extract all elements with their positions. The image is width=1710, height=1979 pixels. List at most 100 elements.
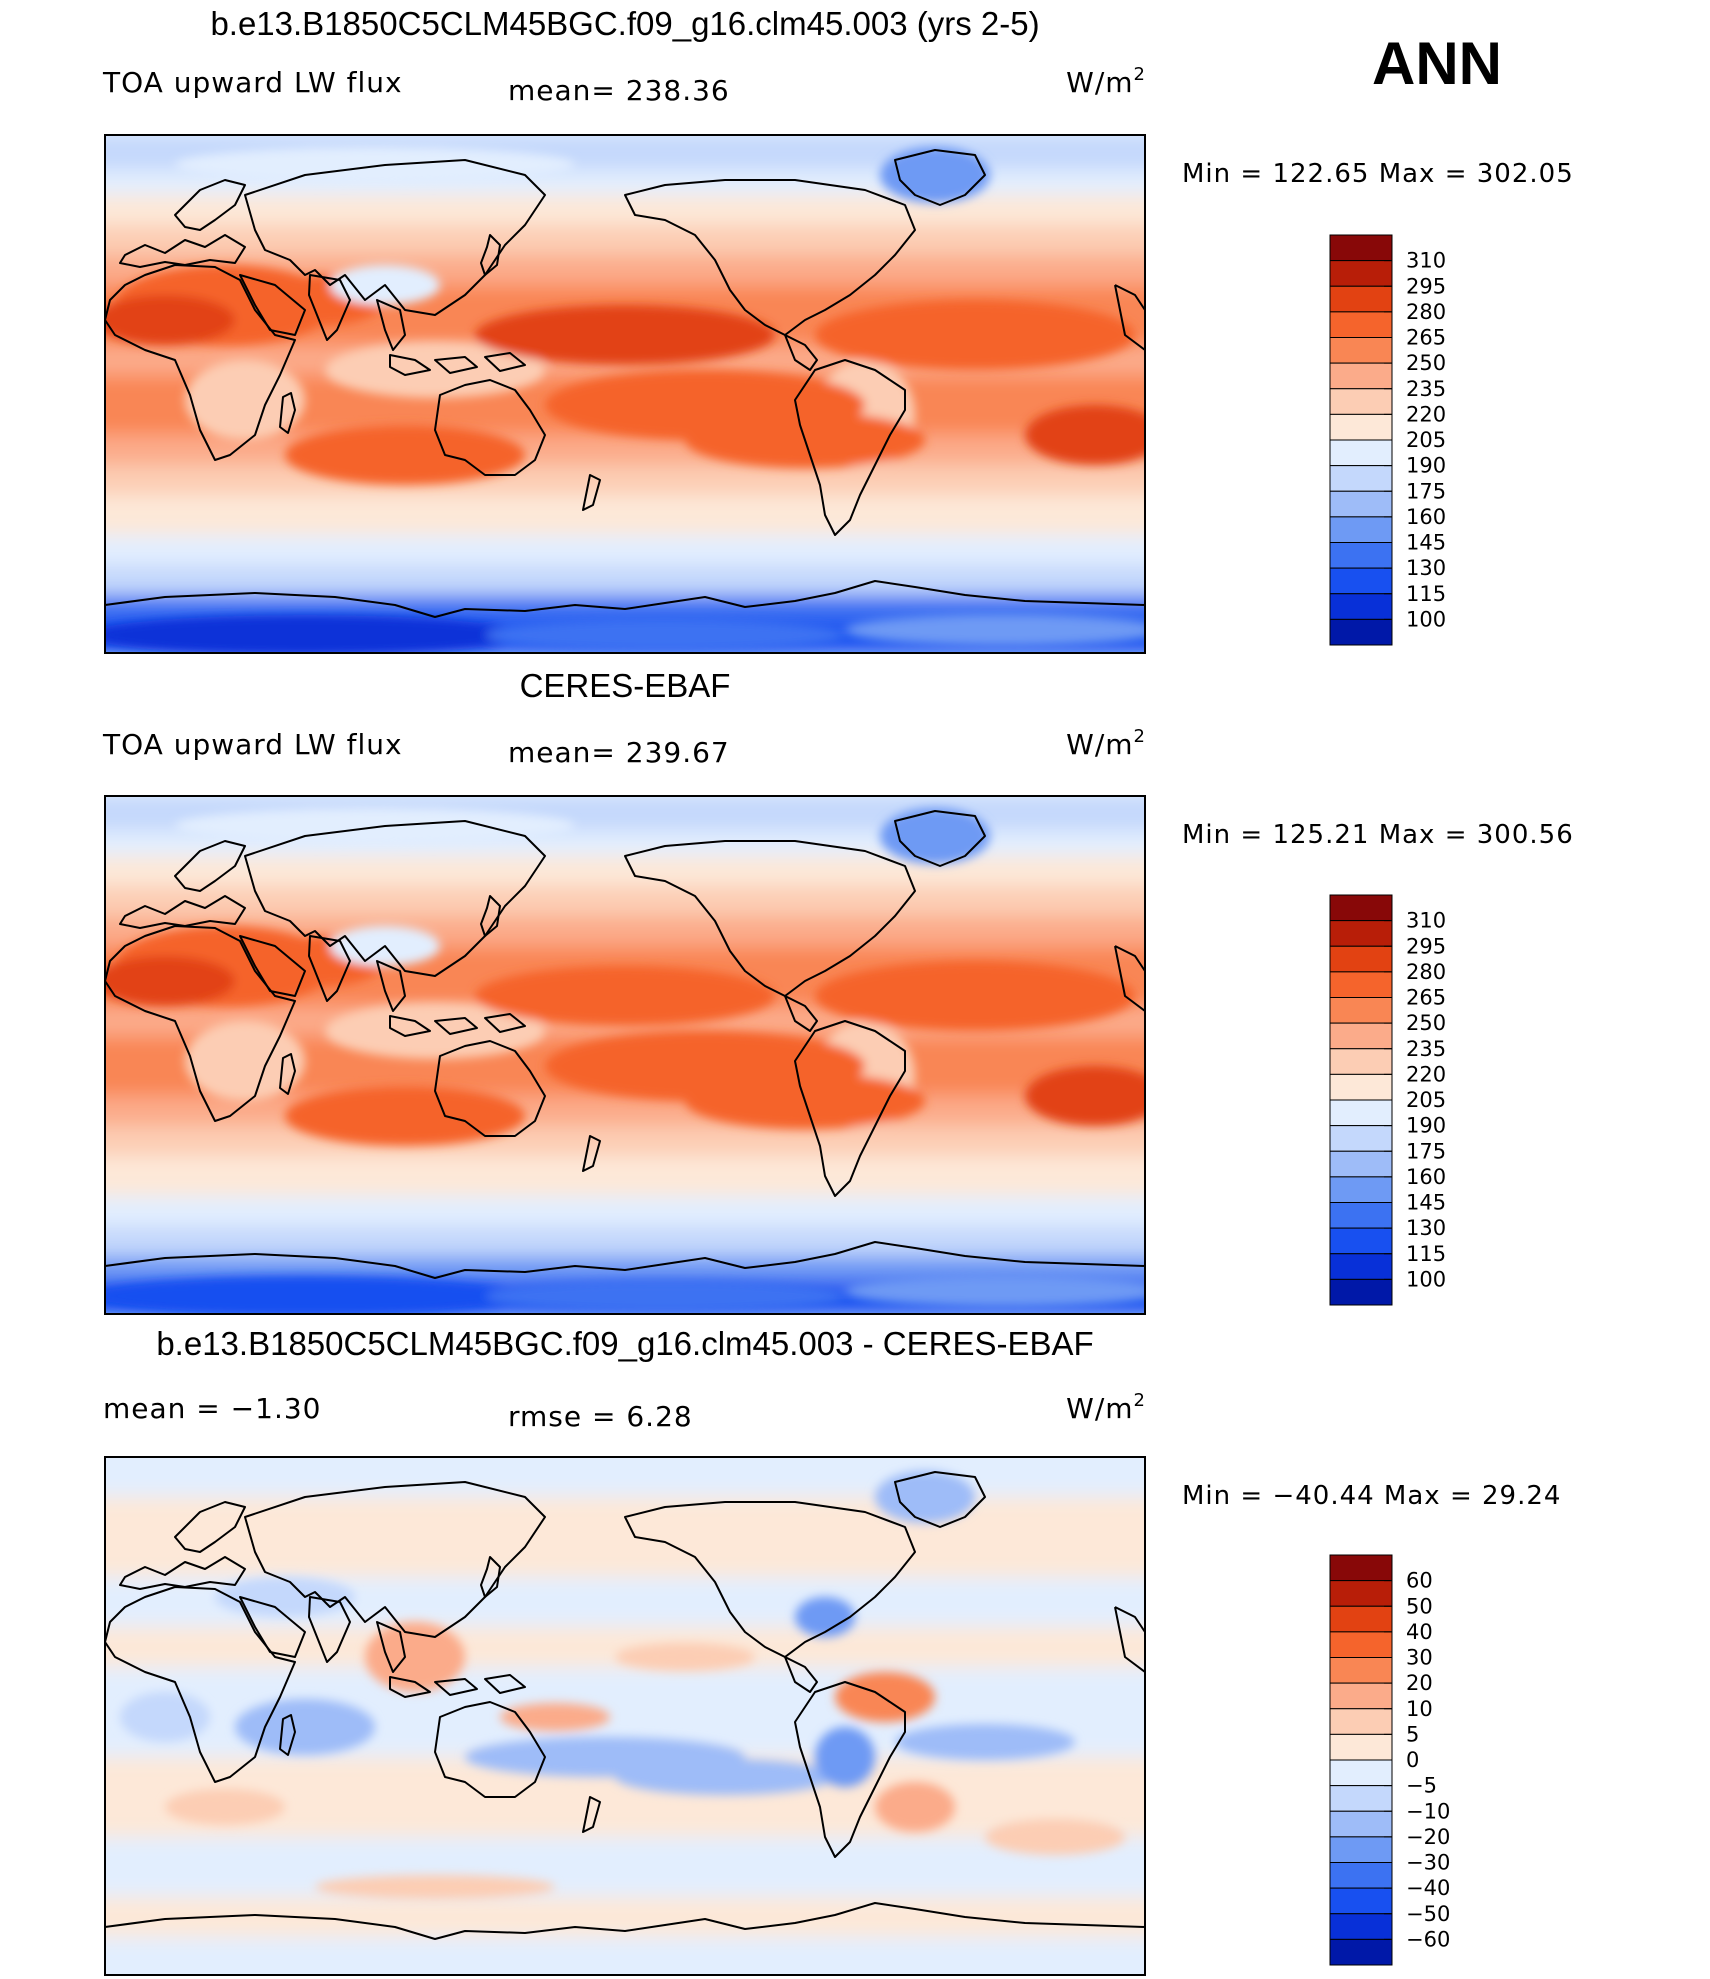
variable-label: TOA upward LW flux: [102, 728, 403, 761]
legend-tick-label: 190: [1406, 454, 1446, 478]
legend-tick-label: 20: [1406, 1671, 1433, 1695]
legend-box: [1329, 1202, 1393, 1229]
legend-tick-label: 60: [1406, 1569, 1433, 1593]
legend-tick-label: 280: [1406, 300, 1446, 324]
legend-tick-label: 250: [1406, 1011, 1446, 1035]
legend-box: [1329, 1253, 1393, 1280]
legend-box: [1329, 1810, 1393, 1838]
legend-box: [1329, 894, 1393, 922]
legend-box: [1329, 1278, 1393, 1306]
legend-tick-label: 130: [1406, 556, 1446, 580]
mean-label: rmse = 6.28: [508, 1400, 693, 1433]
legend-tick-label: 220: [1406, 402, 1446, 426]
legend-box: [1329, 516, 1393, 543]
legend-tick-label: 310: [1406, 249, 1446, 273]
legend-box: [1329, 1862, 1393, 1889]
legend-tick-label: −60: [1406, 1927, 1450, 1951]
legend-tick-label: −5: [1406, 1774, 1437, 1798]
legend-box: [1329, 260, 1393, 287]
legend-box: [1329, 285, 1393, 313]
legend-box: [1329, 1759, 1393, 1787]
variable-label: mean = −1.30: [103, 1392, 321, 1425]
legend-box: [1329, 465, 1393, 492]
legend-colorbar: 3102952802652502352202051901751601451301…: [1329, 234, 1446, 646]
legend-tick-label: 100: [1406, 607, 1446, 631]
units-label: W/m2: [1066, 64, 1146, 99]
legend-tick-label: 115: [1406, 582, 1446, 606]
units-label: W/m2: [1066, 726, 1146, 761]
legend-box: [1329, 971, 1393, 998]
legend-tick-label: 265: [1406, 326, 1446, 350]
legend-box: [1329, 1605, 1393, 1633]
units-label: W/m2: [1066, 1390, 1146, 1425]
legend-tick-label: 5: [1406, 1722, 1419, 1746]
legend-tick-label: 160: [1406, 1165, 1446, 1189]
legend-tick-label: 10: [1406, 1697, 1433, 1721]
legend-tick-label: 0: [1406, 1748, 1419, 1772]
legend-box: [1329, 1785, 1393, 1812]
min-max-label: Min = 122.65 Max = 302.05: [1182, 159, 1574, 189]
legend-box: [1329, 1913, 1393, 1940]
legend-box: [1329, 1176, 1393, 1203]
legend-tick-label: 280: [1406, 960, 1446, 984]
legend-box: [1329, 1125, 1393, 1152]
min-max-label: Min = 125.21 Max = 300.56: [1182, 820, 1574, 850]
panel-title: CERES-EBAF: [520, 667, 731, 704]
variable-label: TOA upward LW flux: [102, 66, 403, 99]
contour-map: [104, 134, 1146, 654]
legend-box: [1329, 1657, 1393, 1684]
legend-box: [1329, 1150, 1393, 1178]
legend-tick-label: 235: [1406, 1037, 1446, 1061]
panel-title: b.e13.B1850C5CLM45BGC.f09_g16.clm45.003 …: [156, 1325, 1093, 1362]
legend-tick-label: 160: [1406, 505, 1446, 529]
contour-map: [104, 1456, 1146, 1976]
legend-tick-label: 295: [1406, 934, 1446, 958]
legend-box: [1329, 567, 1393, 595]
legend-box: [1329, 1099, 1393, 1127]
legend-box: [1329, 1631, 1393, 1658]
legend-box: [1329, 311, 1393, 338]
legend-tick-label: 235: [1406, 377, 1446, 401]
legend-box: [1329, 234, 1393, 262]
legend-box: [1329, 1733, 1393, 1761]
legend-tick-label: −30: [1406, 1851, 1450, 1875]
legend-tick-label: 50: [1406, 1594, 1433, 1618]
legend-box: [1329, 997, 1393, 1024]
legend-tick-label: −20: [1406, 1825, 1450, 1849]
legend-box: [1329, 1708, 1393, 1735]
min-max-label: Min = −40.44 Max = 29.24: [1182, 1481, 1561, 1511]
legend-box: [1329, 920, 1393, 947]
legend-box: [1329, 337, 1393, 364]
legend-box: [1329, 542, 1393, 569]
mean-label: mean= 239.67: [508, 736, 730, 769]
legend-box: [1329, 490, 1393, 518]
legend-tick-label: 220: [1406, 1062, 1446, 1086]
legend-tick-label: −10: [1406, 1799, 1450, 1823]
legend-tick-label: 145: [1406, 1191, 1446, 1215]
panel-3: b.e13.B1850C5CLM45BGC.f09_g16.clm45.003 …: [103, 1325, 1561, 1976]
legend-tick-label: 310: [1406, 909, 1446, 933]
legend-box: [1329, 1227, 1393, 1255]
legend-box: [1329, 945, 1393, 973]
legend-box: [1329, 1580, 1393, 1607]
legend-box: [1329, 1073, 1393, 1101]
legend-tick-label: 100: [1406, 1267, 1446, 1291]
legend-tick-label: 30: [1406, 1646, 1433, 1670]
mean-label: mean= 238.36: [508, 74, 730, 107]
panel-2: CERES-EBAF TOA upward LW flux mean= 239.67…: [102, 667, 1574, 1315]
legend-box: [1329, 1048, 1393, 1075]
contour-map: [104, 795, 1146, 1315]
legend-box: [1329, 593, 1393, 620]
legend-tick-label: 190: [1406, 1114, 1446, 1138]
legend-box: [1329, 1836, 1393, 1863]
panel-title: b.e13.B1850C5CLM45BGC.f09_g16.clm45.003 …: [210, 5, 1039, 42]
legend-tick-label: −40: [1406, 1876, 1450, 1900]
legend-tick-label: 250: [1406, 351, 1446, 375]
legend-box: [1329, 1682, 1393, 1710]
legend-box: [1329, 1938, 1393, 1966]
legend-tick-label: 115: [1406, 1242, 1446, 1266]
legend-tick-label: 205: [1406, 1088, 1446, 1112]
legend-box: [1329, 439, 1393, 467]
legend-tick-label: 295: [1406, 274, 1446, 298]
